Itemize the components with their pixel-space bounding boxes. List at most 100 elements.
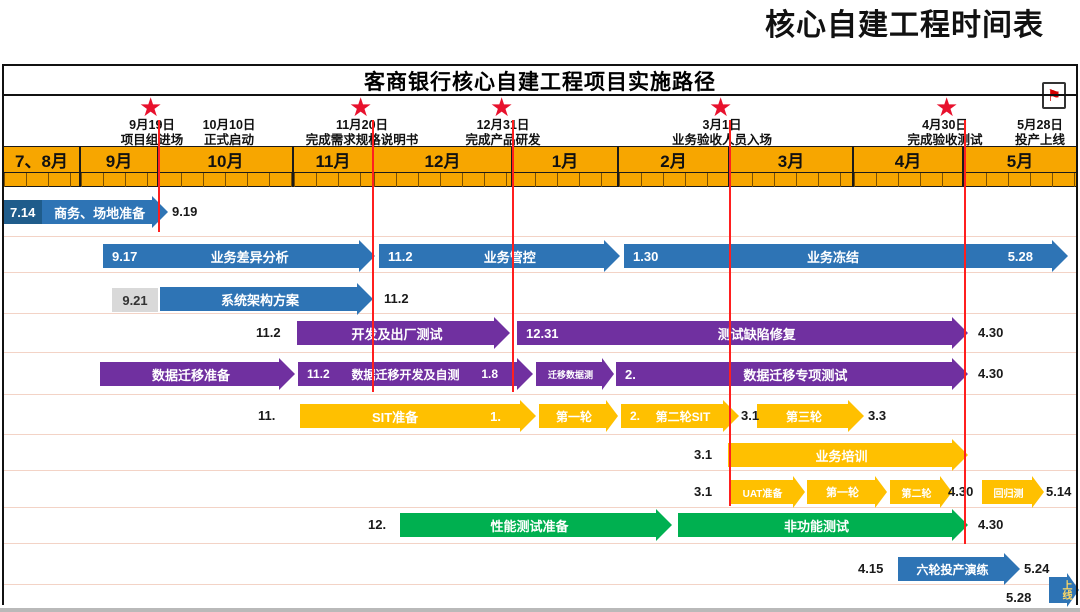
month-label: 9月	[105, 152, 133, 171]
row-separator	[3, 313, 1077, 314]
milestone-label: 9月19日 项目组进场	[62, 118, 242, 148]
milestone-label: 10月10日 正式启动	[139, 118, 319, 148]
gantt-bar: 上线	[1049, 573, 1079, 607]
milestone-text: 正式启动	[203, 133, 254, 147]
milestone-date: 10月10日	[202, 118, 256, 132]
bar-title: UAT准备	[742, 488, 783, 500]
bar-start-date: 7.14	[3, 200, 43, 224]
bar-title: 六轮投产演练	[916, 562, 989, 577]
gantt-bar: 11.2 业务管控	[379, 240, 620, 272]
month-cell: 10月	[158, 146, 293, 187]
month-subcells	[294, 172, 372, 187]
gantt-bar: 非功能测试	[678, 509, 968, 541]
title-divider	[2, 94, 1078, 96]
month-cell: 3月	[729, 146, 853, 187]
bar-title: 商务、场地准备	[54, 205, 146, 221]
row-separator	[3, 272, 1077, 273]
row-separator	[3, 352, 1077, 353]
month-subcells	[854, 172, 962, 187]
milestone-text: 完成验收测试	[907, 133, 983, 147]
bar-body: 1.30 业务冻结 5.28	[624, 244, 1055, 268]
milestone-line	[158, 120, 160, 232]
date-label: 4.30	[978, 366, 1004, 381]
month-label: 4月	[894, 152, 922, 171]
milestone-line	[729, 120, 731, 506]
chart-frame-top	[2, 64, 1078, 66]
bar-body: 第一轮	[539, 404, 609, 428]
month-cell: 2月	[618, 146, 729, 187]
gantt-bar: 回归测	[982, 476, 1044, 508]
gantt-bar: 11.2 数据迁移开发及自测 1.8	[298, 358, 533, 390]
milestone-label: 11月20日 完成需求规格说明书	[272, 118, 452, 148]
date-label: 3.3	[868, 408, 887, 423]
bar-start-date: 12.31	[526, 325, 559, 341]
date-label: 11.2	[384, 291, 409, 306]
bar-body: 2. 第二轮SIT	[621, 404, 726, 428]
month-label: 1月	[551, 152, 579, 171]
month-cell: 9月	[80, 146, 158, 187]
date-label: 4.30	[978, 517, 1004, 532]
bar-title: 性能测试准备	[490, 518, 569, 534]
milestone-line	[964, 120, 966, 544]
bar-title: SIT准备	[371, 409, 419, 425]
row-separator	[3, 236, 1077, 237]
date-label: 11.2	[256, 325, 281, 340]
bar-body: 9.21	[112, 288, 158, 312]
bar-body: 回归测	[982, 480, 1035, 504]
bar-body: 非功能测试	[678, 513, 955, 537]
bar-body: 性能测试准备	[400, 513, 659, 537]
gantt-bar: 开发及出厂测试	[297, 317, 510, 349]
gantt-bar: SIT准备 1.	[300, 400, 536, 432]
row-separator	[3, 394, 1077, 395]
milestone-text: 投产上线	[1014, 133, 1065, 147]
gantt-bar: 12.31 测试缺陷修复	[517, 317, 968, 349]
gantt-bar: 数据迁移准备	[100, 358, 295, 390]
gantt-bar: 第二轮	[890, 476, 952, 508]
row-separator	[3, 470, 1077, 471]
bar-title: 业务管控	[483, 249, 536, 265]
gantt-box: 9.21	[112, 284, 158, 316]
month-subcells	[159, 172, 292, 187]
month-label: 5月	[1006, 152, 1034, 171]
milestone-line	[512, 120, 514, 392]
bar-title: 第二轮	[901, 488, 932, 500]
bar-title: 第一轮	[826, 487, 859, 499]
gantt-bar: 2. 第二轮SIT	[621, 400, 739, 432]
milestone-text: 业务验收人员入场	[671, 133, 772, 147]
bar-body: 第三轮	[757, 404, 851, 428]
bar-body: 第一轮	[807, 480, 878, 504]
gantt-bar: 六轮投产演练	[898, 553, 1020, 585]
bar-body: 数据迁移准备	[100, 362, 282, 386]
month-cell: 4月	[853, 146, 963, 187]
month-subcells	[964, 172, 1076, 187]
month-subcells	[4, 172, 79, 187]
bar-start-date: 1.30	[633, 248, 659, 264]
gantt-bar: 1.30 业务冻结 5.28	[624, 240, 1068, 272]
milestone-star-icon: ★	[349, 92, 373, 122]
bar-start-date: 2.	[625, 366, 636, 382]
bar-title: 数据迁移专项测试	[743, 367, 848, 383]
month-subcells	[730, 172, 852, 187]
bar-body: 六轮投产演练	[898, 557, 1007, 581]
month-label: 11月	[315, 152, 351, 171]
date-label: 5.24	[1024, 561, 1050, 576]
date-label: 11.	[258, 408, 276, 423]
gantt-bar: 2. 数据迁移专项测试	[616, 358, 968, 390]
bar-body: 2. 数据迁移专项测试	[616, 362, 955, 386]
month-subcells	[81, 172, 157, 187]
bar-title: 测试缺陷修复	[717, 326, 796, 342]
date-label: 9.19	[172, 204, 198, 219]
milestone-label: 4月30日 完成验收测试	[855, 118, 1035, 148]
month-label: 7、8月	[15, 152, 68, 171]
bar-end-date: 5.28	[1007, 248, 1033, 264]
bar-start-date: 11.2	[307, 367, 330, 381]
chart-frame-left	[2, 64, 4, 605]
milestone-label: 5月28日 投产上线	[950, 118, 1080, 148]
bar-end-date: 1.8	[481, 367, 498, 381]
bar-body: 第二轮	[890, 480, 943, 504]
gantt-bar: UAT准备	[729, 476, 805, 508]
milestone-date: 4月30日	[922, 118, 968, 132]
milestone-label: 3月1日 业务验收人员入场	[632, 118, 812, 148]
bar-title: 业务培训	[815, 448, 868, 464]
